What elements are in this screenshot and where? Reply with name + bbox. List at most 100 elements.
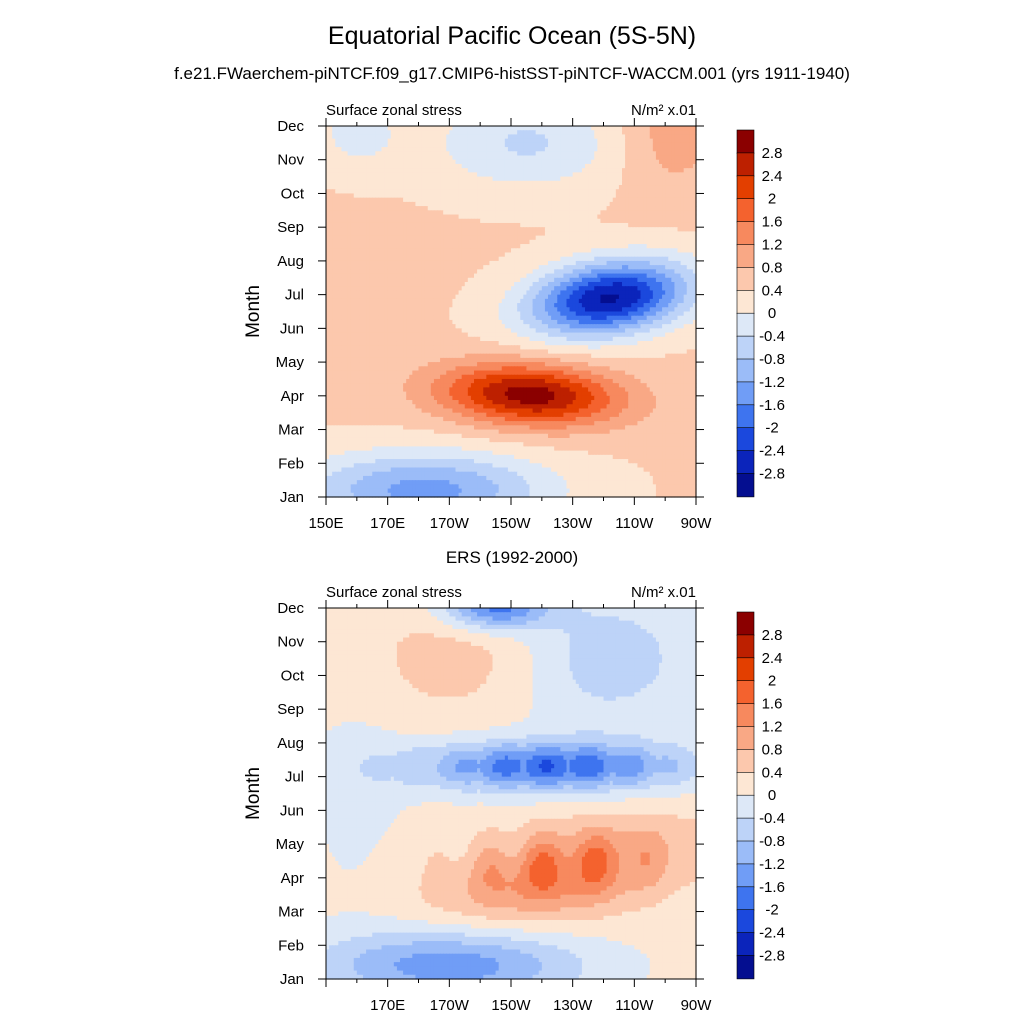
heatmap-cell xyxy=(686,168,691,173)
heatmap-cell xyxy=(597,180,602,186)
heatmap-cell xyxy=(455,172,460,178)
heatmap-cell xyxy=(375,231,380,237)
heatmap-cell xyxy=(403,235,407,241)
heatmap-cell xyxy=(467,176,472,182)
heatmap-cell xyxy=(483,176,487,182)
heatmap-cell xyxy=(646,163,651,169)
heatmap-cell xyxy=(569,147,574,152)
heatmap-cell xyxy=(338,265,343,270)
heatmap-cell xyxy=(378,147,383,152)
heatmap-cell xyxy=(440,248,444,254)
heatmap-cell xyxy=(356,256,361,262)
heatmap-cell xyxy=(341,180,346,186)
heatmap-cell xyxy=(511,180,515,186)
heatmap-cell xyxy=(437,134,441,140)
heatmap-cell xyxy=(643,185,648,190)
heatmap-cell xyxy=(480,185,484,190)
heatmap-cell xyxy=(594,222,598,228)
ers-panel-title: ERS (1992-2000) xyxy=(0,548,1024,568)
heatmap-cell xyxy=(686,222,691,228)
heatmap-cell xyxy=(495,138,500,144)
heatmap-cell xyxy=(366,239,370,245)
heatmap-cell xyxy=(470,244,475,249)
heatmap-cell xyxy=(400,159,404,165)
heatmap-cell xyxy=(692,244,697,249)
heatmap-cell xyxy=(335,222,339,228)
heatmap-cell xyxy=(560,138,565,144)
heatmap-cell xyxy=(461,126,466,131)
heatmap-cell xyxy=(409,218,413,224)
heatmap-cell xyxy=(554,163,558,169)
heatmap-cell xyxy=(381,130,386,136)
heatmap-cell xyxy=(683,197,688,203)
heatmap-cell xyxy=(526,134,531,140)
heatmap-cell xyxy=(461,180,466,186)
heatmap-cell xyxy=(569,265,574,270)
heatmap-cell xyxy=(649,142,654,148)
heatmap-cell xyxy=(668,193,672,199)
heatmap-cell xyxy=(655,227,660,232)
heatmap-cell xyxy=(643,248,648,254)
heatmap-cell xyxy=(692,159,697,165)
heatmap-cell xyxy=(532,151,537,157)
heatmap-cell xyxy=(523,163,528,169)
heatmap-cell xyxy=(359,269,364,275)
heatmap-cell xyxy=(668,138,672,144)
heatmap-cell xyxy=(538,151,543,157)
heatmap-cell xyxy=(341,155,346,161)
heatmap-cell xyxy=(461,235,466,241)
heatmap-cell xyxy=(461,197,466,203)
heatmap-cell xyxy=(634,214,639,220)
heatmap-cell xyxy=(566,176,571,182)
heatmap-cell xyxy=(606,231,611,237)
heatmap-cell xyxy=(440,159,444,165)
heatmap-cell xyxy=(671,147,676,152)
heatmap-cell xyxy=(329,172,333,178)
heatmap-cell xyxy=(566,147,571,152)
heatmap-cell xyxy=(591,206,595,211)
heatmap-cell xyxy=(372,134,376,140)
heatmap-cell xyxy=(637,138,642,144)
heatmap-cell xyxy=(507,172,512,178)
heatmap-cell xyxy=(511,227,515,232)
heatmap-cell xyxy=(526,201,531,207)
heatmap-cell xyxy=(418,151,423,157)
heatmap-cell xyxy=(452,155,457,161)
heatmap-cell xyxy=(597,176,602,182)
heatmap-cell xyxy=(440,147,444,152)
heatmap-cell xyxy=(618,163,623,169)
heatmap-cell xyxy=(575,252,580,258)
heatmap-cell xyxy=(591,172,595,178)
heatmap-cell xyxy=(615,227,620,232)
heatmap-cell xyxy=(517,189,521,195)
heatmap-cell xyxy=(572,147,577,152)
heatmap-cell xyxy=(464,260,469,266)
heatmap-cell xyxy=(618,147,623,152)
heatmap-cell xyxy=(498,155,503,161)
heatmap-cell xyxy=(326,256,330,262)
heatmap-cell xyxy=(501,130,506,136)
heatmap-cell xyxy=(329,130,333,136)
heatmap-cell xyxy=(353,206,358,211)
heatmap-cell xyxy=(430,163,435,169)
heatmap-cell xyxy=(511,218,515,224)
heatmap-cell xyxy=(597,197,602,203)
heatmap-cell xyxy=(628,126,632,131)
heatmap-cell xyxy=(421,185,426,190)
heatmap-cell xyxy=(551,172,555,178)
heatmap-cell xyxy=(486,185,491,190)
heatmap-cell xyxy=(514,206,518,211)
heatmap-cell xyxy=(520,214,524,220)
heatmap-cell xyxy=(551,168,555,173)
heatmap-cell xyxy=(350,126,355,131)
heatmap-cell xyxy=(594,235,598,241)
heatmap-cell xyxy=(566,193,571,199)
heatmap-cell xyxy=(514,239,518,245)
heatmap-cell xyxy=(387,172,392,178)
heatmap-cell xyxy=(649,163,654,169)
heatmap-cell xyxy=(421,265,426,270)
heatmap-cell xyxy=(403,147,407,152)
heatmap-cell xyxy=(581,248,586,254)
heatmap-cell xyxy=(649,189,654,195)
heatmap-cell xyxy=(585,235,589,241)
